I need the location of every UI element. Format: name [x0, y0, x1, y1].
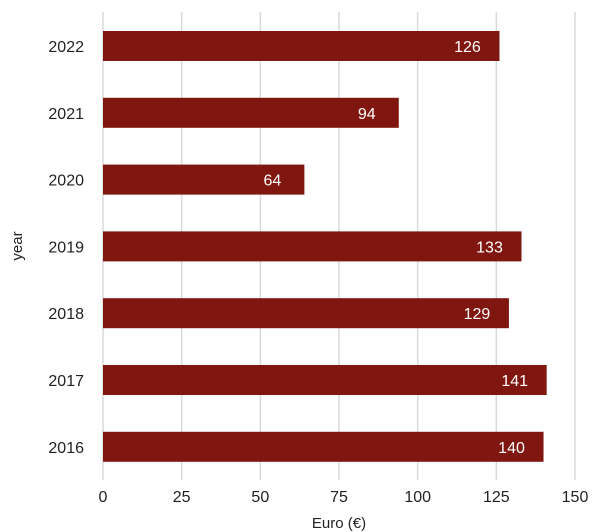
- y-axis-tick-labels: 2022 2021 2020 2019 2018 2017 2016: [48, 39, 84, 457]
- bar-value-label: 140: [498, 440, 525, 457]
- x-tick-label: 0: [99, 489, 108, 506]
- bar-2019: [103, 231, 522, 261]
- bar-value-label: 133: [476, 239, 503, 256]
- x-tick-label: 125: [483, 489, 510, 506]
- bar-value-label: 126: [454, 39, 481, 56]
- x-tick-label: 50: [251, 489, 269, 506]
- y-tick-label: 2020: [48, 173, 84, 190]
- y-tick-label: 2018: [48, 306, 84, 323]
- x-axis-title: Euro (€): [312, 515, 366, 532]
- bar-value-label: 64: [263, 173, 281, 190]
- y-axis-title: year: [9, 231, 26, 260]
- bar-2016: [103, 432, 544, 462]
- bar-value-label: 129: [464, 306, 491, 323]
- x-tick-label: 75: [330, 489, 348, 506]
- bar-value-label: 141: [501, 373, 528, 390]
- x-tick-label: 150: [562, 489, 589, 506]
- bar-2022: [103, 31, 499, 61]
- y-tick-label: 2019: [48, 239, 84, 256]
- x-tick-label: 25: [173, 489, 191, 506]
- bar-2018: [103, 298, 509, 328]
- y-tick-label: 2022: [48, 39, 84, 56]
- bars: 126 94 64 133 129 141 140: [103, 31, 547, 462]
- x-axis-tick-labels: 0 25 50 75 100 125 150: [99, 489, 589, 506]
- bar-value-label: 94: [358, 106, 376, 123]
- y-tick-label: 2021: [48, 106, 84, 123]
- bar-2017: [103, 365, 547, 395]
- y-tick-label: 2016: [48, 440, 84, 457]
- y-tick-label: 2017: [48, 373, 84, 390]
- x-tick-label: 100: [404, 489, 431, 506]
- bar-2021: [103, 98, 399, 128]
